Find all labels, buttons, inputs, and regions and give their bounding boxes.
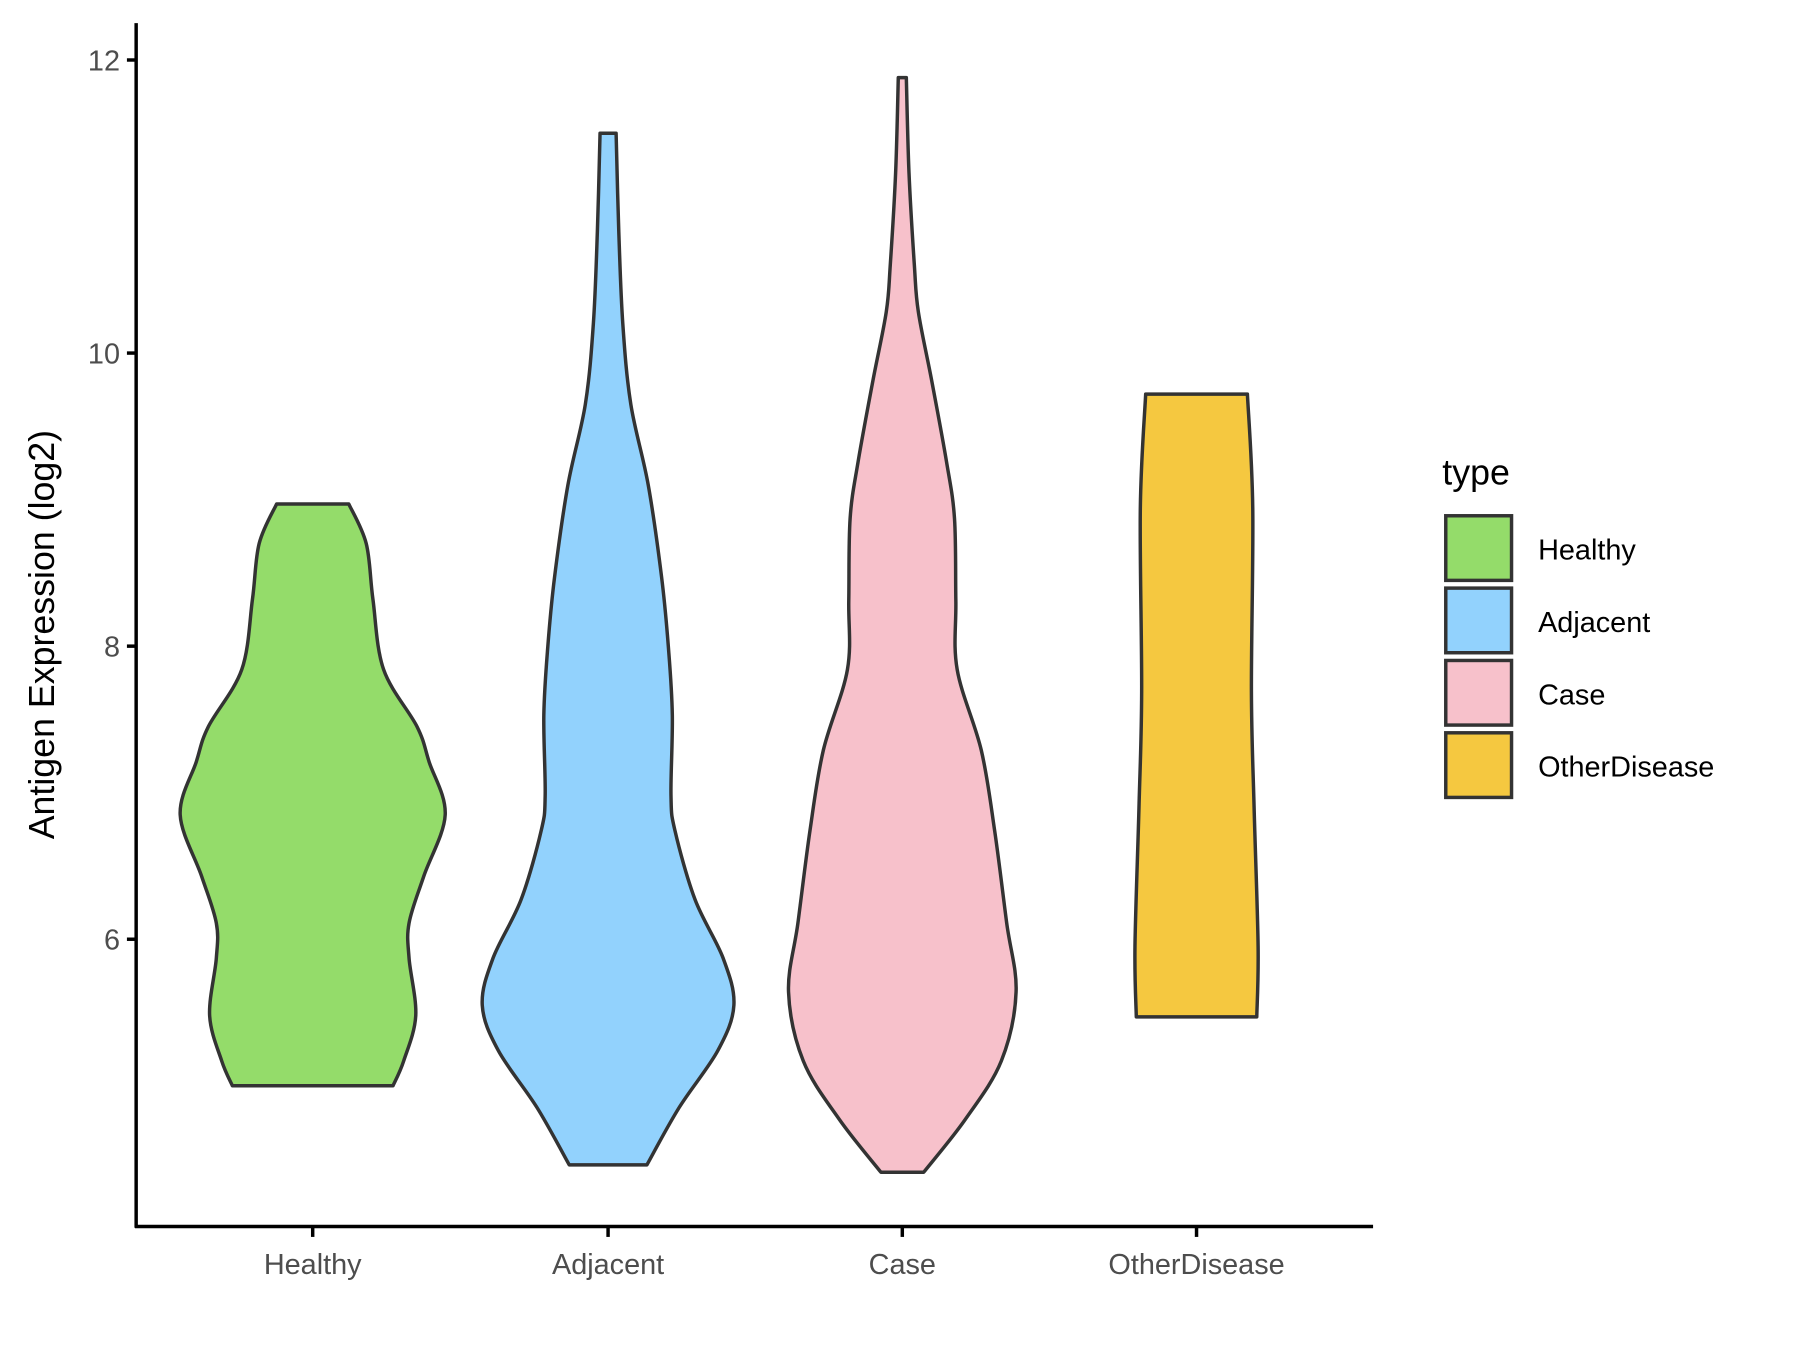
legend-swatch-case	[1444, 658, 1514, 727]
y-axis-label: Antigen Expression (log2)	[22, 430, 62, 839]
legend-label: Case	[1538, 679, 1605, 711]
violin-healthy	[178, 502, 447, 1088]
legend-swatch-healthy	[1444, 514, 1514, 583]
violin-otherdisease	[1133, 392, 1260, 1019]
violin-case	[786, 75, 1018, 1174]
legend-swatch-otherdisease	[1444, 731, 1514, 800]
y-tick-label: 12	[88, 45, 120, 77]
y-tick-label: 6	[104, 925, 120, 957]
violins	[178, 75, 1260, 1174]
legend-label: Healthy	[1538, 535, 1636, 567]
legend-label: OtherDisease	[1538, 752, 1714, 784]
legend: type Healthy Adjacent Case OtherDisease	[1442, 453, 1714, 800]
legend-label: Adjacent	[1538, 607, 1650, 639]
y-tick-label: 10	[88, 338, 120, 370]
x-tick-label: Healthy	[264, 1249, 362, 1281]
y-ticks: 6 8 10 12	[88, 45, 137, 957]
violin-adjacent	[480, 131, 736, 1167]
x-tick-label: Case	[869, 1249, 936, 1281]
legend-title: type	[1442, 453, 1510, 493]
legend-swatch-adjacent	[1444, 586, 1514, 655]
y-tick-label: 8	[104, 632, 120, 664]
x-ticks: Healthy Adjacent Case OtherDisease	[264, 1226, 1285, 1281]
x-tick-label: Adjacent	[552, 1249, 664, 1281]
x-tick-label: OtherDisease	[1108, 1249, 1284, 1281]
